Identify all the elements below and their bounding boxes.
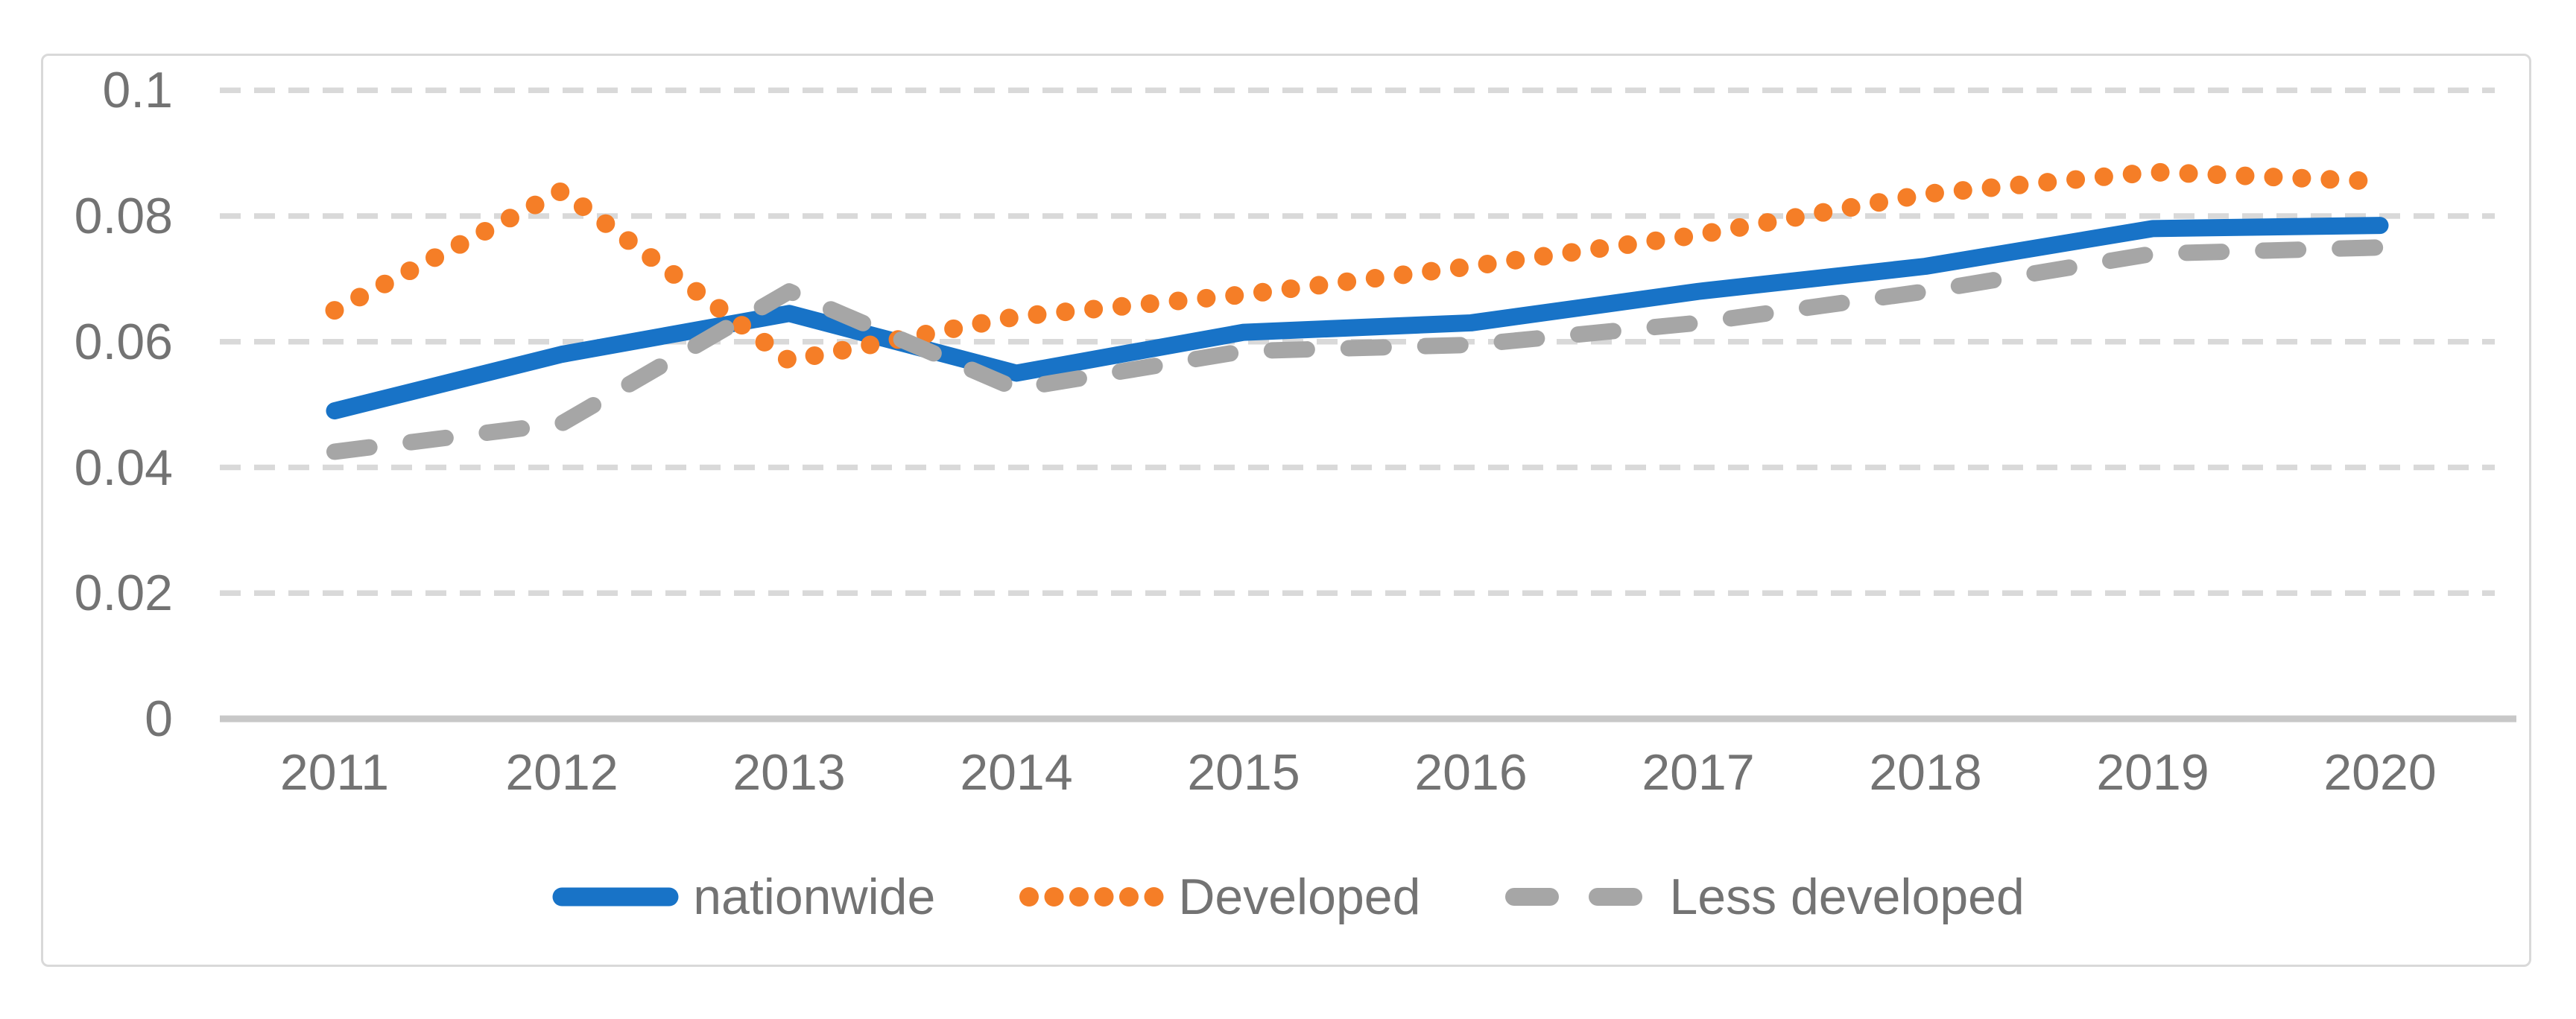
legend-item-developed: Developed — [1019, 868, 1420, 926]
y-tick-label: 0.04 — [74, 439, 173, 496]
series-line-less-developed — [326, 239, 2388, 460]
legend-item-nationwide: nationwide — [551, 868, 935, 926]
x-tick-label: 2019 — [2096, 744, 2209, 801]
y-tick-label: 0.1 — [102, 62, 173, 118]
y-tick-label: 0.08 — [74, 188, 173, 244]
solid-line-swatch-icon — [552, 887, 679, 907]
y-tick-label: 0.02 — [74, 565, 173, 621]
series-line-nationwide — [326, 217, 2389, 420]
x-tick-label: 2015 — [1187, 744, 1300, 801]
figure-border — [41, 54, 2531, 967]
dashed-line-swatch-icon — [1505, 888, 1656, 906]
x-tick-label: 2016 — [1414, 744, 1528, 801]
series-line-developed — [325, 162, 2390, 370]
x-tick-label: 2014 — [960, 744, 1073, 801]
x-tick-label: 2017 — [1642, 744, 1755, 801]
x-tick-label: 2020 — [2323, 744, 2437, 801]
x-tick-label: 2011 — [279, 744, 390, 801]
legend-item-less-developed: Less developed — [1504, 868, 2025, 926]
legend-label: Developed — [1178, 869, 1421, 925]
x-tick-label: 2012 — [505, 744, 618, 801]
x-tick-label: 2018 — [1869, 744, 1982, 801]
dotted-line-swatch-icon — [1019, 887, 1165, 907]
y-tick-label: 0 — [145, 691, 173, 747]
legend-label: Less developed — [1669, 869, 2025, 925]
x-tick-label: 2013 — [732, 744, 846, 801]
chart-legend: nationwide Developed Less developed — [0, 869, 2576, 925]
y-tick-label: 0.06 — [74, 314, 173, 370]
legend-label: nationwide — [693, 869, 936, 925]
